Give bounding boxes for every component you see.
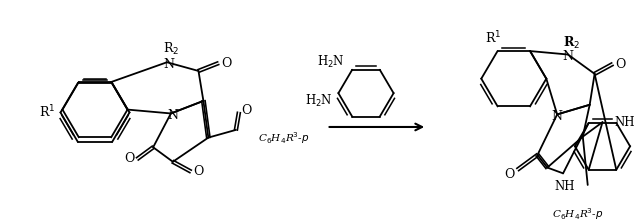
Text: N: N [563, 50, 573, 63]
Text: NH: NH [555, 180, 575, 193]
Text: C$_6$H$_4$R$^3$-$p$: C$_6$H$_4$R$^3$-$p$ [257, 130, 309, 146]
Text: O: O [221, 57, 231, 70]
Text: O: O [241, 104, 252, 117]
Text: R$^1$: R$^1$ [486, 29, 502, 46]
Text: O: O [505, 168, 515, 181]
Text: O: O [615, 58, 625, 71]
Text: N: N [167, 109, 179, 122]
Text: C$_6$H$_4$R$^3$-$p$: C$_6$H$_4$R$^3$-$p$ [552, 206, 604, 222]
Text: NH: NH [614, 116, 635, 129]
Text: N: N [552, 110, 563, 123]
Text: N: N [163, 58, 175, 71]
Text: O: O [193, 165, 204, 178]
Text: H$_2$N: H$_2$N [305, 93, 333, 109]
Text: R$^1$: R$^1$ [38, 104, 55, 121]
Text: H$_2$N: H$_2$N [317, 54, 344, 70]
Text: O: O [124, 152, 134, 165]
Text: R$_2$: R$_2$ [563, 35, 580, 51]
Text: R$_2$: R$_2$ [163, 41, 179, 57]
